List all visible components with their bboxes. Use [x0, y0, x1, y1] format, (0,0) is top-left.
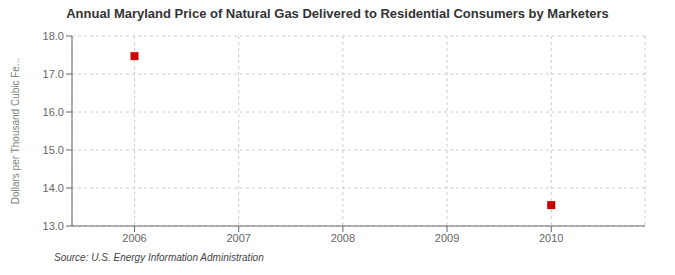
svg-text:2006: 2006 — [122, 232, 146, 244]
html-text:Source: U.S. Energy Informatio: Source: U.S. Energy Information Administ… — [54, 252, 264, 263]
svg-text:14.0: 14.0 — [43, 182, 64, 194]
svg-text:2007: 2007 — [226, 232, 250, 244]
svg-text:17.0: 17.0 — [43, 68, 64, 80]
html-text:Annual Maryland Price of Natur: Annual Maryland Price of Natural Gas Del… — [66, 6, 609, 21]
svg-text:2009: 2009 — [435, 232, 459, 244]
svg-text:18.0: 18.0 — [43, 30, 64, 42]
svg-text:2008: 2008 — [331, 232, 355, 244]
svg-text:Dollars per Thousand Cubic Fe.: Dollars per Thousand Cubic Fe... — [10, 58, 21, 205]
svg-text:13.0: 13.0 — [43, 220, 64, 232]
svg-text:2010: 2010 — [539, 232, 563, 244]
svg-text:15.0: 15.0 — [43, 144, 64, 156]
svg-text:16.0: 16.0 — [43, 106, 64, 118]
